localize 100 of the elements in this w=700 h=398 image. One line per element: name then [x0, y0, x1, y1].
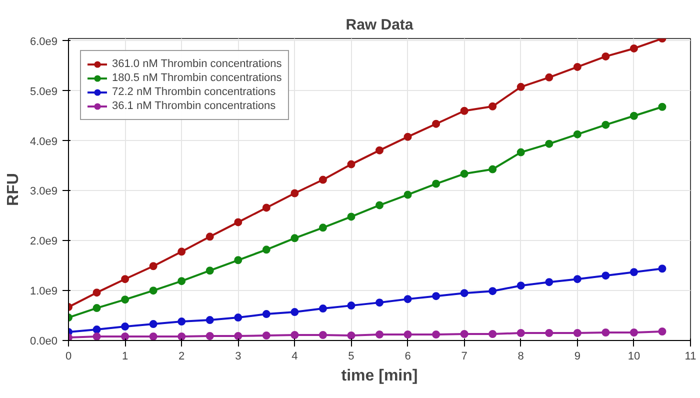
point	[432, 330, 440, 339]
point	[488, 330, 497, 338]
point	[602, 52, 610, 60]
point	[516, 82, 525, 91]
point	[376, 146, 384, 154]
point	[630, 268, 638, 276]
point	[234, 256, 242, 264]
point	[658, 328, 666, 336]
point	[149, 320, 158, 328]
point	[318, 331, 327, 339]
point	[206, 266, 214, 275]
point	[404, 330, 412, 339]
point	[658, 264, 666, 273]
point	[488, 102, 497, 110]
point	[602, 272, 610, 280]
point	[234, 332, 242, 340]
y-tick-label: 0.0e0	[30, 336, 58, 348]
point	[460, 170, 468, 178]
point	[149, 286, 158, 295]
y-tick-label: 5.0e9	[30, 86, 58, 98]
point	[573, 275, 582, 284]
legend-label: 180.5 nM Thrombin concentrations	[112, 71, 282, 85]
x-tick-label: 3	[235, 350, 242, 362]
point	[121, 275, 130, 284]
point	[290, 308, 299, 316]
point	[262, 246, 270, 254]
point	[573, 62, 582, 71]
point	[516, 282, 525, 290]
point	[545, 329, 554, 338]
point	[488, 287, 497, 296]
point	[290, 189, 299, 198]
x-tick-label: 9	[574, 350, 580, 362]
y-tick-label: 1.0e9	[30, 286, 58, 298]
point	[92, 326, 101, 334]
point	[92, 332, 101, 340]
point	[206, 316, 214, 324]
point	[121, 322, 130, 331]
legend-label: 361.0 nM Thrombin concentrations	[112, 57, 282, 71]
x-tick-label: 0	[65, 350, 72, 362]
point	[658, 102, 666, 111]
point	[121, 332, 130, 340]
y-tick-label: 3.0e9	[30, 186, 58, 198]
point	[376, 330, 384, 339]
point	[262, 310, 270, 318]
point	[347, 302, 356, 310]
point	[460, 106, 468, 115]
point	[234, 314, 242, 322]
point	[290, 331, 299, 339]
point	[149, 262, 158, 270]
legend-label: 36.1 nM Thrombin concentrations	[112, 99, 276, 113]
point	[121, 296, 130, 304]
point	[404, 190, 412, 199]
point	[347, 332, 356, 340]
point	[347, 212, 356, 221]
point	[630, 44, 638, 52]
y-tick-label: 4.0e9	[30, 136, 58, 148]
chart-title: Raw Data	[346, 16, 414, 34]
point	[92, 304, 101, 312]
point	[630, 112, 638, 120]
point	[376, 298, 384, 307]
point	[460, 330, 468, 338]
point	[602, 120, 610, 129]
point	[460, 289, 468, 298]
point	[290, 234, 299, 242]
point	[178, 248, 186, 256]
point	[206, 232, 214, 241]
x-tick-label: 2	[178, 350, 185, 362]
point	[149, 332, 158, 340]
point	[545, 278, 554, 286]
x-tick-label: 7	[461, 350, 468, 362]
point	[488, 165, 497, 174]
point	[573, 130, 582, 138]
point	[516, 148, 525, 156]
point	[516, 329, 525, 338]
point	[262, 204, 270, 212]
y-tick-label: 6.0e9	[30, 36, 58, 48]
point	[545, 140, 554, 148]
point	[92, 288, 101, 297]
point	[318, 176, 327, 184]
point	[630, 328, 638, 337]
point	[347, 160, 356, 168]
point	[178, 318, 186, 326]
x-tick-label: 6	[404, 350, 411, 362]
point	[573, 329, 582, 338]
point	[234, 218, 242, 226]
point	[262, 332, 270, 340]
point	[376, 201, 384, 210]
point	[178, 332, 186, 340]
point	[206, 332, 214, 340]
x-tick-label: 4	[292, 350, 298, 362]
x-tick-label: 11	[684, 350, 696, 362]
legend-label: 72.2 nM Thrombin concentrations	[112, 85, 276, 99]
point	[602, 328, 610, 337]
x-tick-label: 5	[348, 350, 354, 362]
y-axis-title: RFU	[4, 173, 22, 206]
x-tick-label: 1	[122, 350, 128, 362]
point	[178, 277, 186, 286]
y-tick-label: 2.0e9	[30, 236, 58, 248]
point	[432, 180, 440, 188]
x-tick-label: 10	[628, 350, 640, 362]
